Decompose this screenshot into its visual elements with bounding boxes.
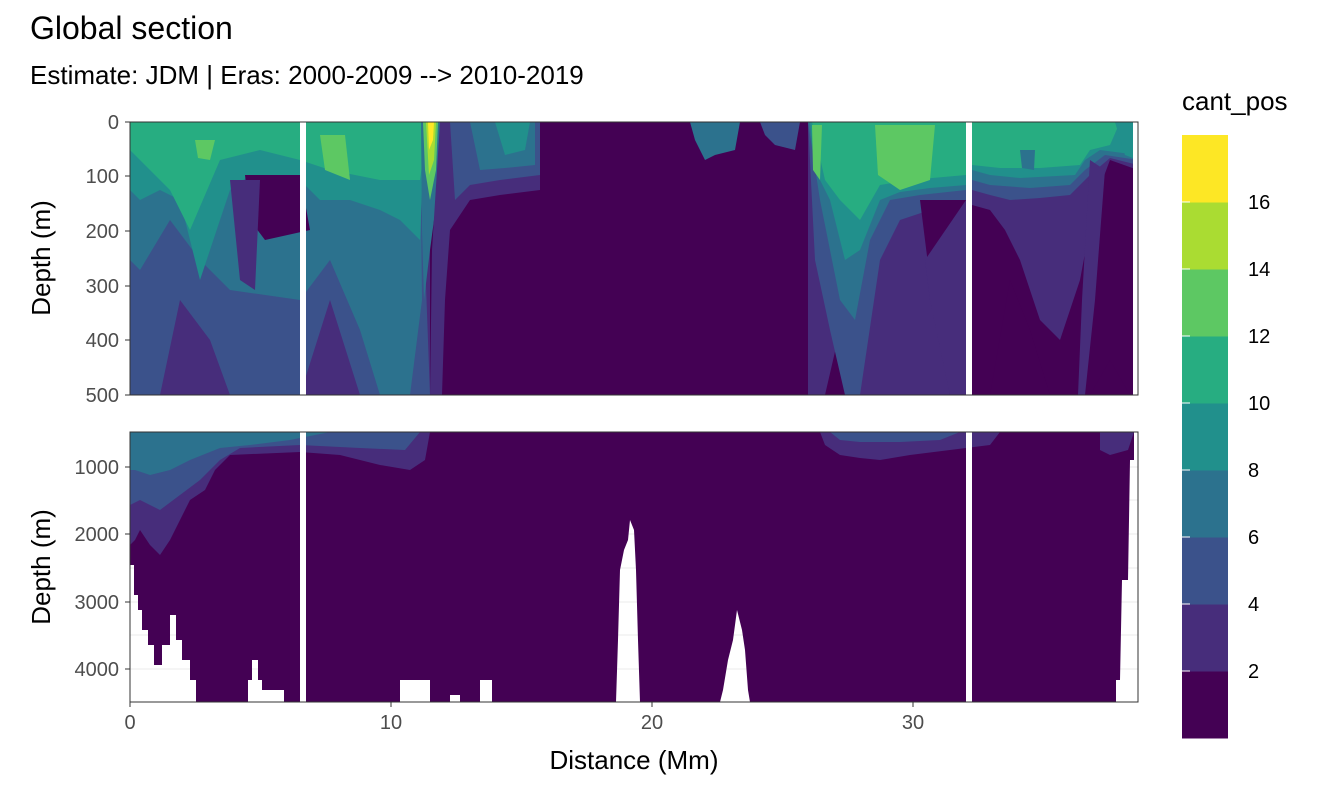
y-tick-label: 200 bbox=[86, 221, 119, 243]
y-tick-label: 4000 bbox=[75, 659, 120, 681]
legend-label: 16 bbox=[1248, 192, 1270, 214]
chart-subtitle: Estimate: JDM | Eras: 2000-2009 --> 2010… bbox=[30, 60, 584, 90]
legend-swatch bbox=[1182, 537, 1228, 605]
y-tick-label: 500 bbox=[86, 385, 119, 407]
legend-swatch bbox=[1182, 604, 1228, 672]
y-tick-label: 1000 bbox=[75, 457, 120, 479]
lower-panel bbox=[130, 432, 1138, 702]
y-axis-title-upper: Depth (m) bbox=[26, 200, 56, 316]
legend-label: 14 bbox=[1248, 259, 1270, 281]
upper-panel bbox=[130, 122, 1138, 395]
x-tick-label: 30 bbox=[902, 712, 924, 734]
legend-swatch bbox=[1182, 269, 1228, 337]
legend-label: 2 bbox=[1248, 661, 1259, 683]
y-axis-title-lower: Depth (m) bbox=[26, 509, 56, 625]
legend-title: cant_pos bbox=[1182, 86, 1288, 116]
y-tick-label: 300 bbox=[86, 276, 119, 298]
legend-swatch bbox=[1182, 202, 1228, 270]
x-tick-label: 10 bbox=[380, 712, 402, 734]
y-tick-label: 400 bbox=[86, 330, 119, 352]
legend-swatch bbox=[1182, 671, 1228, 739]
legend-label: 8 bbox=[1248, 460, 1259, 482]
color-legend: cant_pos 2 4 6 8 10 12 14 16 bbox=[1182, 86, 1288, 739]
y-tick-label: 0 bbox=[108, 112, 119, 134]
x-tick-label: 20 bbox=[641, 712, 663, 734]
legend-label: 4 bbox=[1248, 594, 1259, 616]
legend-swatch bbox=[1182, 403, 1228, 471]
legend-swatch bbox=[1182, 135, 1228, 203]
legend-swatch bbox=[1182, 336, 1228, 404]
x-axis-title: Distance (Mm) bbox=[549, 745, 718, 775]
y-tick-label: 100 bbox=[86, 166, 119, 188]
y-tick-label: 2000 bbox=[75, 524, 120, 546]
y-tick-label: 3000 bbox=[75, 592, 120, 614]
legend-label: 10 bbox=[1248, 393, 1270, 415]
legend-label: 6 bbox=[1248, 527, 1259, 549]
legend-label: 12 bbox=[1248, 326, 1270, 348]
chart-title: Global section bbox=[30, 10, 233, 46]
legend-swatch bbox=[1182, 470, 1228, 538]
x-tick-label: 0 bbox=[124, 712, 135, 734]
